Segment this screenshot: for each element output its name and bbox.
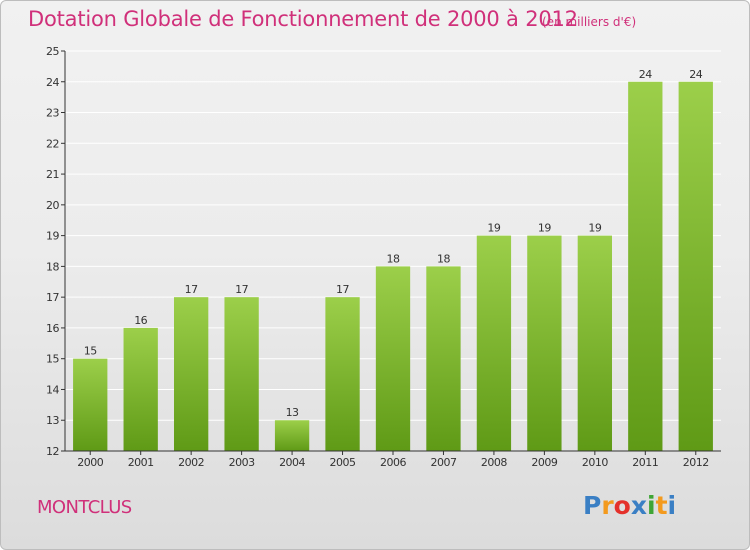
- y-tick-label: 15: [46, 353, 59, 366]
- x-tick-label: 2007: [430, 456, 456, 469]
- data-label: 24: [689, 68, 702, 81]
- y-tick-label: 18: [46, 260, 59, 273]
- data-label: 18: [387, 252, 400, 265]
- y-tick-label: 23: [46, 107, 59, 120]
- data-label: 19: [588, 222, 601, 235]
- x-tick-label: 2003: [229, 456, 255, 469]
- bars: [73, 81, 713, 452]
- chart-subtitle: (en milliers d'€): [542, 15, 637, 29]
- bar: [678, 81, 713, 452]
- bar: [426, 266, 461, 451]
- y-tick-label: 14: [46, 383, 59, 396]
- y-tick-label: 21: [46, 168, 59, 181]
- chart-title: Dotation Globale de Fonctionnement de 20…: [28, 7, 578, 31]
- commune-name: MONTCLUS: [37, 497, 132, 518]
- logo-letter: r: [601, 491, 614, 520]
- logo-letter: i: [667, 491, 677, 520]
- y-tick-label: 24: [46, 76, 59, 89]
- data-label: 17: [235, 283, 248, 296]
- x-tick-label: 2000: [77, 456, 103, 469]
- logo-letter: P: [583, 491, 602, 520]
- logo-letter: x: [630, 491, 647, 520]
- y-tick-label: 20: [46, 199, 59, 212]
- bar: [325, 297, 360, 451]
- x-tick-label: 2009: [531, 456, 557, 469]
- data-label: 15: [84, 345, 97, 358]
- y-tick-label: 13: [46, 414, 59, 427]
- logo-letter: i: [647, 491, 656, 520]
- labels: 12 13 14 15 16 17 18 19 20 21 22 23 24 25 15 2000 16 2001…: [46, 45, 709, 469]
- x-tick-label: 2010: [582, 456, 608, 469]
- x-tick-label: 2012: [683, 456, 709, 469]
- bar: [577, 235, 613, 451]
- bar: [73, 358, 108, 451]
- logo-letter: t: [655, 491, 668, 520]
- logo-letter: o: [613, 491, 631, 520]
- x-tick-label: 2004: [279, 456, 305, 469]
- y-tick-label: 16: [46, 322, 59, 335]
- bar: [173, 297, 209, 451]
- bar: [274, 420, 310, 451]
- data-label: 13: [286, 406, 299, 419]
- data-label: 24: [639, 68, 652, 81]
- data-label: 17: [185, 283, 198, 296]
- data-label: 16: [134, 314, 147, 327]
- y-tick-label: 22: [46, 137, 59, 150]
- x-tick-label: 2006: [380, 456, 406, 469]
- data-label: 19: [538, 222, 551, 235]
- y-tick-label: 12: [46, 445, 59, 458]
- y-tick-label: 25: [46, 45, 59, 58]
- x-tick-label: 2005: [330, 456, 356, 469]
- bar: [628, 81, 663, 452]
- x-tick-label: 2001: [128, 456, 154, 469]
- x-tick-label: 2008: [481, 456, 507, 469]
- bar: [527, 235, 562, 451]
- bar: [476, 235, 512, 451]
- x-tick-label: 2002: [178, 456, 204, 469]
- data-label: 19: [487, 222, 500, 235]
- axes: [61, 50, 721, 455]
- data-label: 17: [336, 283, 349, 296]
- bar: [123, 327, 158, 451]
- bar: [224, 297, 259, 451]
- proxiti-logo: Proxiti: [583, 491, 676, 520]
- y-tick-label: 17: [46, 291, 59, 304]
- bar: [375, 266, 411, 451]
- y-tick-label: 19: [46, 230, 59, 243]
- data-label: 18: [437, 252, 450, 265]
- x-tick-label: 2011: [632, 456, 658, 469]
